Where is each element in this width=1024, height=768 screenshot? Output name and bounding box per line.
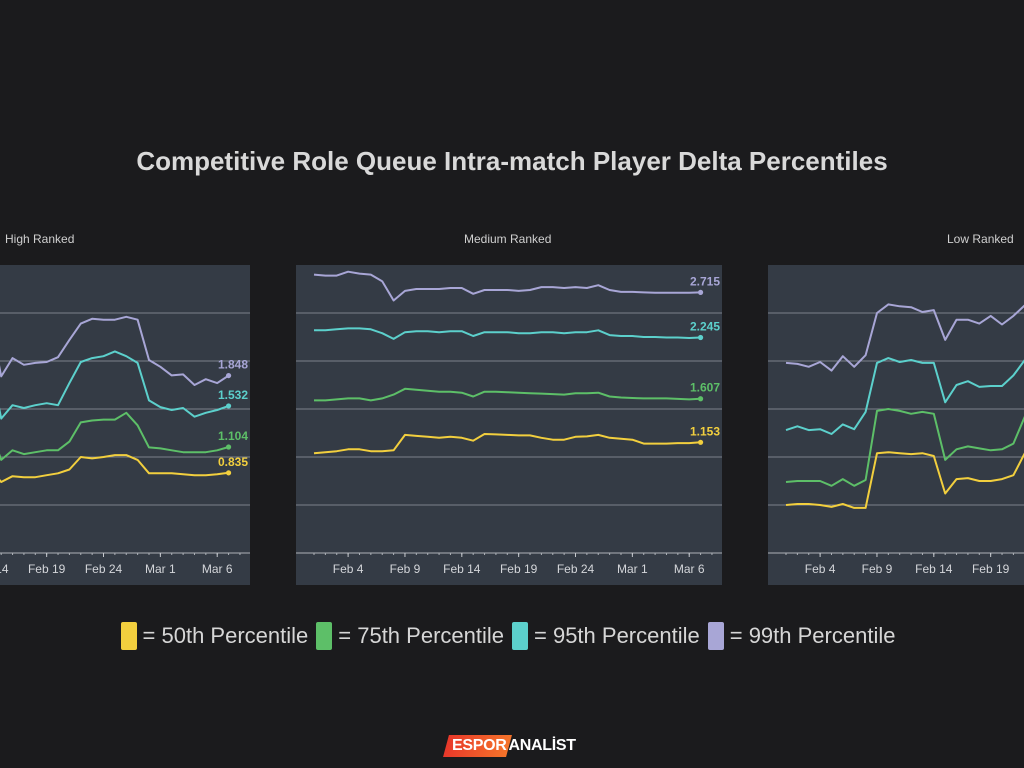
end-value-label: 1.848: [218, 358, 248, 372]
x-tick-label: Feb 14: [0, 562, 9, 576]
series-line-99th: [785, 303, 1024, 372]
x-tick-label: Feb 4: [333, 562, 364, 576]
series-line-99th: [0, 315, 230, 386]
x-tick-label: Feb 9: [862, 562, 893, 576]
series-line-75th: [785, 408, 1024, 487]
legend-label: = 95th Percentile: [534, 623, 700, 648]
end-point: [697, 334, 704, 341]
line-chart: Feb 14 Feb 19 Feb 24 Mar 1 Mar 6 1.848 1.532 1.…: [0, 312, 250, 576]
x-tick-label: Feb 24: [557, 562, 595, 576]
x-tick-label: Mar 1: [145, 562, 176, 576]
panel-title-medium: Medium Ranked: [464, 232, 552, 246]
end-point: [697, 289, 704, 295]
legend-item-75th: = 75th Percentile: [316, 622, 504, 650]
legend-item-99th: = 99th Percentile: [707, 622, 896, 650]
x-tick-label: Feb 14: [915, 562, 953, 576]
x-tick-label: Feb 19: [972, 562, 1010, 576]
end-value-label: 1.104: [218, 429, 248, 443]
end-point: [697, 439, 704, 445]
end-point: [697, 396, 704, 402]
end-value-label: 1.153: [690, 424, 720, 438]
x-tick-label: Feb 24: [85, 562, 123, 576]
legend-label: = 99th Percentile: [729, 623, 896, 648]
legend-swatch: [120, 622, 137, 650]
series-line-95th: [314, 327, 701, 340]
x-tick-label: Feb 19: [28, 562, 66, 576]
legend-swatch: [316, 622, 333, 650]
esporanalist-logo: ESPOR ANALİST: [443, 735, 577, 757]
end-value-label: 0.835: [218, 455, 248, 469]
series-line-75th: [314, 387, 701, 402]
chart-panel-high: Feb 14 Feb 19 Feb 24 Mar 1 Mar 6 1.848 1.532 1.…: [0, 265, 250, 585]
end-value-label: 2.245: [690, 319, 720, 333]
end-point: [225, 444, 232, 450]
x-tick-label: Feb 4: [805, 562, 836, 576]
x-tick-label: Feb 19: [500, 562, 538, 576]
end-point: [225, 403, 232, 409]
chart-panel-medium: Feb 4 Feb 9 Feb 14 Feb 19 Feb 24 Mar 1 Mar 6 2.…: [296, 265, 722, 585]
series-line-50th: [313, 433, 701, 455]
series-line-95th: [785, 357, 1024, 435]
line-chart: Feb 4 Feb 9 Feb 14 Feb 19 Feb 24 Mar 1 Mar 6 2.…: [296, 270, 722, 576]
legend: = 50th Percentile = 75th Percentile = 95…: [0, 622, 1024, 650]
series-line-99th: [313, 270, 701, 302]
x-tick-label: Mar 6: [202, 562, 233, 576]
chart-panel-low: Feb 4 Feb 9 Feb 14 Feb 19: [768, 265, 1024, 585]
x-tick-label: Mar 6: [674, 562, 705, 576]
end-point: [225, 470, 232, 476]
legend-label: = 75th Percentile: [338, 623, 504, 648]
legend-item-50th: = 50th Percentile: [120, 622, 309, 650]
end-value-label: 1.607: [690, 381, 720, 395]
x-tick-label: Mar 1: [617, 562, 648, 576]
legend-swatch: [512, 622, 528, 650]
end-point: [225, 372, 232, 379]
panel-title-low: Low Ranked: [947, 232, 1014, 246]
legend-label: = 50th Percentile: [142, 623, 309, 648]
x-tick-label: Feb 9: [390, 562, 421, 576]
logo-part2: ANALİST: [508, 737, 577, 754]
end-value-label: 1.532: [218, 388, 248, 402]
end-value-label: 2.715: [690, 274, 720, 288]
legend-swatch: [707, 622, 724, 650]
series-line-95th: [0, 350, 229, 420]
series-line-50th: [785, 451, 1024, 509]
series-line-50th: [0, 454, 229, 483]
legend-item-95th: = 95th Percentile: [512, 622, 700, 650]
chart-title: Competitive Role Queue Intra-match Playe…: [136, 146, 888, 176]
series-line-75th: [0, 411, 229, 461]
x-tick-label: Feb 14: [443, 562, 481, 576]
line-chart: Feb 4 Feb 9 Feb 14 Feb 19: [768, 303, 1024, 576]
panel-title-high: High Ranked: [5, 232, 75, 246]
logo-part1: ESPOR: [452, 737, 507, 754]
